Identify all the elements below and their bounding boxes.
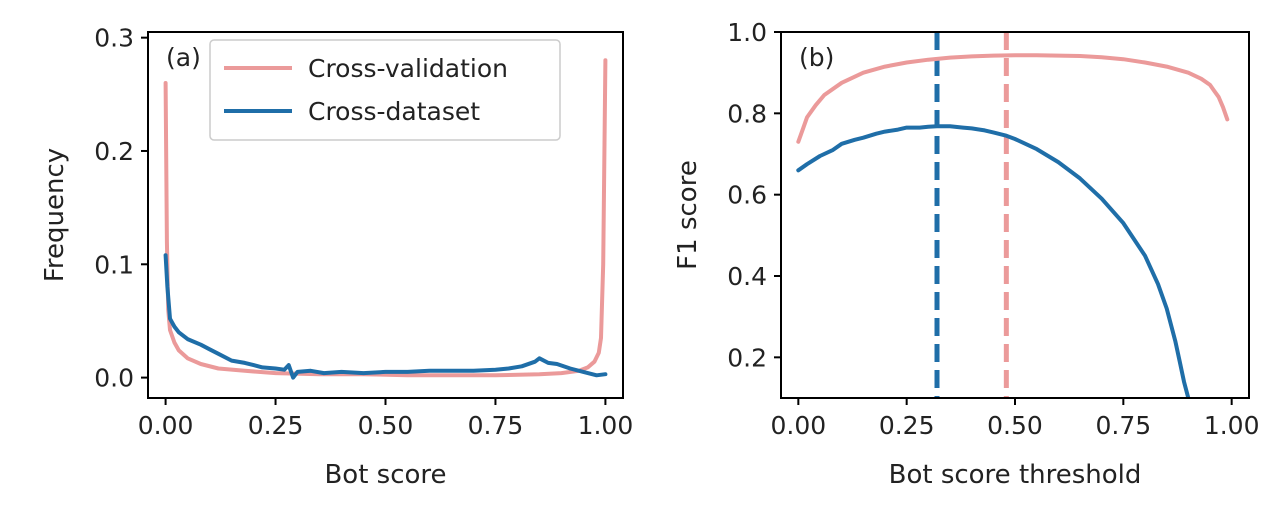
legend-box [209,39,561,141]
panel-a-ticks: 0.00 0.25 0.50 0.75 1.00 0.0 0.1 0.2 0.3 [94,24,633,440]
panel-a-y-axis-label: Frequency [40,148,70,282]
x-tick-label: 0.25 [879,411,935,440]
panel-b-frame [780,31,1250,399]
x-tick-label: 0.00 [770,411,826,440]
legend-label-cross-validation: Cross-validation [308,54,508,83]
x-tick-label: 0.75 [468,411,524,440]
panel-a-tag: (a) [166,43,201,72]
x-tick-label: 0.75 [1095,411,1151,440]
series-line-2 [796,124,1191,398]
panel-b: 0.00 0.25 0.50 0.75 1.000.20.40.60.81.0 (b) … [673,18,1260,490]
y-tick-label: 1.0 [727,18,767,47]
y-tick-label: 0.6 [727,181,767,210]
y-tick-label: 0.2 [727,343,767,372]
x-tick-label: 0.25 [248,411,304,440]
y-tick-label: 0.4 [727,262,767,291]
panel-a-series [163,58,608,380]
panel-b-tag: (b) [799,43,834,72]
x-tick-label: 0.00 [138,411,194,440]
y-tick-label: 0.2 [94,137,134,166]
legend: Cross-validation Cross-dataset [209,39,561,141]
y-tick-label: 0.3 [94,24,134,53]
panel-b-series [796,32,1230,398]
panel-a: 0.00 0.25 0.50 0.75 1.00 0.0 0.1 0.2 0.3 (a) Bot… [40,24,633,490]
panel-b-ticks: 0.00 0.25 0.50 0.75 1.00 0.2 0.4 0.6 0.8 1.0 [727,18,1259,440]
series-line-1 [796,53,1230,144]
x-tick-label: 1.00 [578,411,634,440]
y-tick-label: 0.1 [94,250,134,279]
x-tick-label: 0.50 [987,411,1043,440]
x-tick-label: 0.50 [358,411,414,440]
series-line-cross-dataset [163,253,608,380]
y-tick-label: 0.8 [727,99,767,128]
panel-b-x-axis-label: Bot score threshold [889,460,1142,490]
panel-b-y-axis-label: F1 score [673,160,703,270]
panel-a-x-axis-label: Bot score [324,460,446,490]
legend-label-cross-dataset: Cross-dataset [308,97,480,126]
y-tick-label: 0.0 [94,364,134,393]
x-tick-label: 1.00 [1204,411,1260,440]
